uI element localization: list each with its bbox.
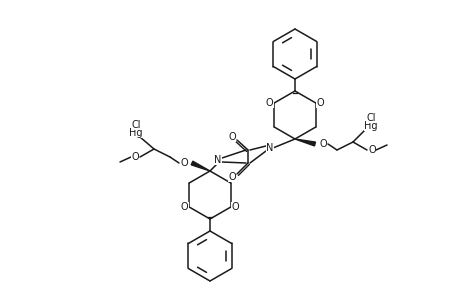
Text: O: O — [131, 152, 139, 162]
Text: O: O — [180, 202, 188, 212]
Text: O: O — [265, 98, 273, 108]
Text: O: O — [367, 145, 375, 155]
Polygon shape — [294, 139, 315, 146]
Text: O: O — [180, 158, 187, 168]
Text: Cl: Cl — [131, 120, 140, 130]
Text: O: O — [319, 139, 326, 149]
Text: O: O — [231, 202, 239, 212]
Text: N: N — [266, 143, 273, 153]
Text: Hg: Hg — [364, 121, 377, 131]
Text: N: N — [214, 155, 221, 165]
Text: O: O — [228, 132, 235, 142]
Polygon shape — [191, 161, 210, 171]
Text: Cl: Cl — [365, 113, 375, 123]
Text: O: O — [228, 172, 235, 182]
Text: Hg: Hg — [129, 128, 142, 138]
Text: O: O — [316, 98, 324, 108]
